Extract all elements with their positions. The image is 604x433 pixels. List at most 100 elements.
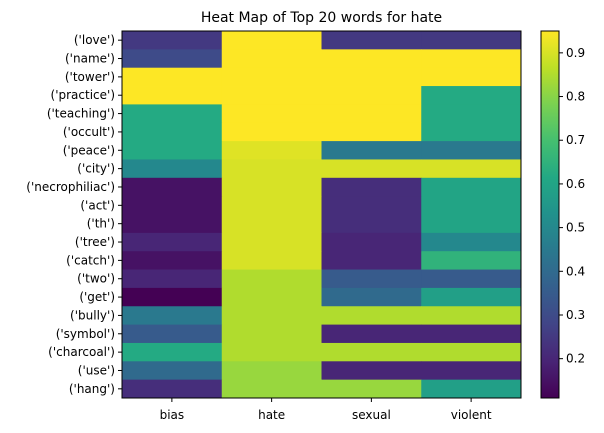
heatmap-cell-symbol-bias bbox=[122, 324, 223, 344]
y-tick-label: ('charcoal') bbox=[48, 345, 115, 359]
heatmap-cell-get-hate bbox=[221, 287, 322, 307]
heatmap-cell-practice-hate bbox=[221, 86, 322, 105]
heatmap-cell-name-hate bbox=[221, 49, 322, 69]
heatmap-cell-city-violent bbox=[421, 159, 522, 179]
chart-title: Heat Map of Top 20 words for hate bbox=[201, 10, 442, 26]
colorbar-tick-label: 0.3 bbox=[566, 308, 585, 322]
colorbar-tick-label: 0.6 bbox=[566, 177, 585, 191]
heatmap-cell-bully-hate bbox=[221, 306, 322, 325]
heatmap-cell-use-violent bbox=[421, 361, 522, 381]
x-tick-label: bias bbox=[160, 408, 185, 422]
heatmap-cell-tree-hate bbox=[221, 232, 322, 252]
heatmap-cell-tower-bias bbox=[122, 67, 223, 87]
heatmap-cell-necrophiliac-sexual bbox=[321, 177, 422, 197]
y-axis: ('love') ('name') ('tower') ('practice') ('t… bbox=[26, 33, 122, 396]
heatmap-cell-name-bias bbox=[122, 49, 223, 69]
heatmap-cell-charcoal-hate bbox=[221, 342, 322, 362]
plot-frame bbox=[121, 30, 522, 399]
heatmap-cell-act-violent bbox=[421, 196, 522, 215]
heatmap-cell-th-violent bbox=[421, 214, 522, 234]
y-tick-label: ('name') bbox=[65, 52, 115, 66]
heatmap-cell-necrophiliac-violent bbox=[421, 177, 522, 197]
heatmap-cell-th-hate bbox=[221, 214, 322, 234]
x-tick-label: hate bbox=[258, 408, 285, 422]
y-tick-label: ('get') bbox=[79, 290, 115, 304]
heatmap-cell-tower-violent bbox=[421, 67, 522, 87]
heatmap-cell-teaching-violent bbox=[421, 104, 522, 124]
heatmap-cell-love-violent bbox=[421, 31, 522, 50]
y-tick-label: ('occult') bbox=[63, 125, 115, 139]
heatmap-cell-symbol-sexual bbox=[321, 324, 422, 344]
colorbar-tick-label: 0.9 bbox=[566, 46, 585, 60]
y-tick-label: ('two') bbox=[77, 272, 115, 286]
heatmap-cell-charcoal-bias bbox=[122, 342, 223, 362]
y-tick-label: ('practice') bbox=[51, 88, 115, 102]
y-tick-label: ('symbol') bbox=[56, 327, 115, 341]
colorbar-tick-label: 0.5 bbox=[566, 221, 585, 235]
y-tick-label: ('use') bbox=[78, 363, 115, 377]
heatmap-cell-two-bias bbox=[122, 269, 223, 289]
heatmap-cell-use-hate bbox=[221, 361, 322, 381]
heatmap-cell-use-bias bbox=[122, 361, 223, 381]
y-tick-label: ('love') bbox=[74, 33, 115, 47]
colorbar-tick-label: 0.4 bbox=[566, 264, 585, 278]
heatmap-cell-hang-violent bbox=[421, 379, 522, 399]
heatmap-cell-charcoal-sexual bbox=[321, 342, 422, 362]
heatmap-cell-occult-violent bbox=[421, 122, 522, 142]
y-tick-label: ('bully') bbox=[70, 308, 115, 322]
y-tick-label: ('tree') bbox=[75, 235, 115, 249]
heatmap-cell-love-bias bbox=[122, 31, 223, 50]
heatmap-cell-tree-bias bbox=[122, 232, 223, 252]
heatmap-cell-occult-sexual bbox=[321, 122, 422, 142]
heatmap-cell-teaching-bias bbox=[122, 104, 223, 124]
heatmap-cell-tower-hate bbox=[221, 67, 322, 87]
heatmap-cell-act-bias bbox=[122, 196, 223, 215]
heatmap-cell-city-bias bbox=[122, 159, 223, 179]
heatmap-cell-tree-sexual bbox=[321, 232, 422, 252]
heatmap-cell-love-hate bbox=[221, 31, 322, 50]
heatmap-cell-name-sexual bbox=[321, 49, 422, 69]
heatmap-cell-catch-hate bbox=[221, 251, 322, 270]
heatmap-cell-th-sexual bbox=[321, 214, 422, 234]
heatmap-cell-occult-bias bbox=[122, 122, 223, 142]
heatmap-cell-two-sexual bbox=[321, 269, 422, 289]
heatmap-cell-get-sexual bbox=[321, 287, 422, 307]
y-tick-label: ('peace') bbox=[63, 143, 115, 157]
heatmap-cell-practice-violent bbox=[421, 86, 522, 105]
heatmap-cell-peace-bias bbox=[122, 141, 223, 160]
heatmap-cell-peace-violent bbox=[421, 141, 522, 160]
heatmap-cell-act-hate bbox=[221, 196, 322, 215]
heatmap-cell-get-bias bbox=[122, 287, 223, 307]
heatmap-cell-tree-violent bbox=[421, 232, 522, 252]
heatmap-cell-name-violent bbox=[421, 49, 522, 69]
heatmap-cell-catch-violent bbox=[421, 251, 522, 270]
heatmap-cell-two-hate bbox=[221, 269, 322, 289]
heatmap-cell-practice-bias bbox=[122, 86, 223, 105]
y-tick-label: ('tower') bbox=[65, 70, 115, 84]
heatmap-cell-occult-hate bbox=[221, 122, 322, 142]
y-tick-label: ('act') bbox=[80, 198, 115, 212]
heatmap-cell-love-sexual bbox=[321, 31, 422, 50]
heatmap-cell-get-violent bbox=[421, 287, 522, 307]
heatmap-cell-peace-sexual bbox=[321, 141, 422, 160]
heatmap-cell-necrophiliac-bias bbox=[122, 177, 223, 197]
heatmap-cell-th-bias bbox=[122, 214, 223, 234]
y-tick-label: ('hang') bbox=[69, 382, 115, 396]
x-tick-label: sexual bbox=[352, 408, 391, 422]
heatmap-cell-use-sexual bbox=[321, 361, 422, 381]
heatmap-cell-peace-hate bbox=[221, 141, 322, 160]
heatmap-cell-act-sexual bbox=[321, 196, 422, 215]
heatmap-cell-hang-sexual bbox=[321, 379, 422, 399]
x-axis: bias hate sexual violent bbox=[160, 398, 492, 422]
heatmap-cell-catch-sexual bbox=[321, 251, 422, 270]
colorbar-tick-label: 0.8 bbox=[566, 90, 585, 104]
heatmap-cell-teaching-sexual bbox=[321, 104, 422, 124]
heatmap-cell-symbol-hate bbox=[221, 324, 322, 344]
heatmap-cell-symbol-violent bbox=[421, 324, 522, 344]
y-tick-label: ('necrophiliac') bbox=[26, 180, 115, 194]
colorbar-gradient bbox=[540, 30, 560, 399]
heatmap-cell-bully-sexual bbox=[321, 306, 422, 325]
y-tick-label: ('catch') bbox=[66, 253, 115, 267]
heatmap-cell-two-violent bbox=[421, 269, 522, 289]
